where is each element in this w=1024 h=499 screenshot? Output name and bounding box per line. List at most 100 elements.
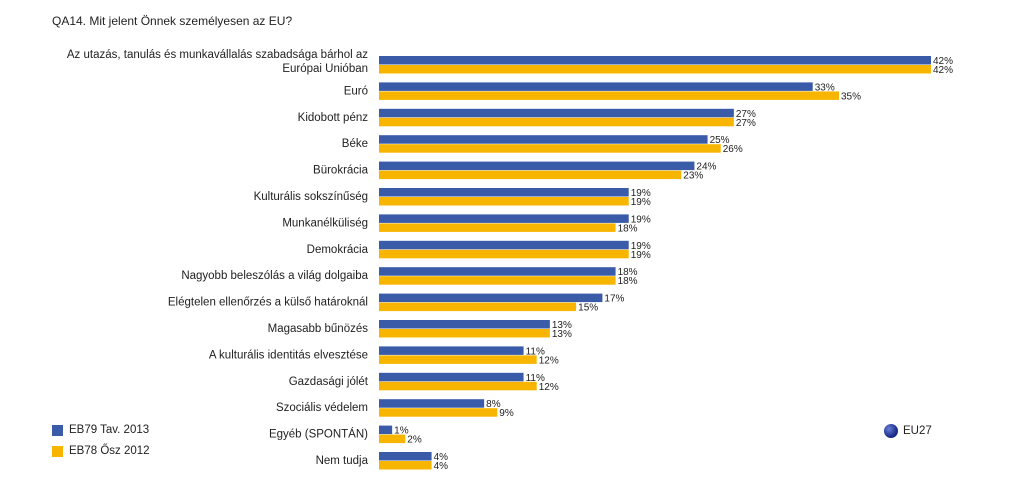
bar-series1 bbox=[379, 82, 813, 91]
category-label: Euró bbox=[344, 85, 368, 97]
bar-series1 bbox=[379, 108, 734, 118]
bar-series2 bbox=[379, 170, 682, 180]
bar-value-label: 25% bbox=[710, 135, 730, 146]
bar-value-label: 17% bbox=[604, 294, 624, 305]
bar-value-label: 33% bbox=[815, 82, 835, 93]
category-label-line: Munkanélküliség bbox=[282, 217, 368, 229]
bar-value-label: 9% bbox=[499, 408, 514, 419]
bar-value-label: 26% bbox=[723, 144, 743, 155]
category-label-line: Gazdasági jólét bbox=[289, 376, 369, 388]
bar-series2 bbox=[379, 223, 616, 232]
bar-value-label: 2% bbox=[407, 435, 422, 446]
bar-series1 bbox=[379, 372, 524, 382]
category-label: Az utazás, tanulás és munkavállalás szab… bbox=[67, 49, 368, 75]
category-label: A kulturális identitás elvesztése bbox=[209, 349, 368, 361]
bar-series2 bbox=[379, 276, 616, 285]
bar-value-label: 19% bbox=[631, 197, 651, 208]
bar-series1 bbox=[379, 188, 629, 197]
category-label-line: Magasabb bűnözés bbox=[268, 323, 369, 335]
category-label-line: Az utazás, tanulás és munkavállalás szab… bbox=[67, 49, 368, 61]
bar-series2 bbox=[379, 91, 839, 100]
bar-series1 bbox=[379, 346, 524, 355]
bar-series1 bbox=[379, 56, 931, 65]
bar-value-label: 13% bbox=[552, 329, 572, 340]
bar-series2 bbox=[379, 144, 721, 153]
bar-value-label: 42% bbox=[933, 56, 953, 67]
bar-value-label: 18% bbox=[618, 223, 638, 234]
category-label: Munkanélküliség bbox=[282, 217, 368, 229]
category-label: Gazdasági jólét bbox=[289, 376, 369, 388]
bar-series2 bbox=[379, 65, 931, 74]
bar-value-label: 18% bbox=[618, 276, 638, 287]
category-label-line: Elégtelen ellenőrzés a külső határoknál bbox=[168, 297, 368, 309]
bar-value-label: 19% bbox=[631, 188, 651, 199]
bar-value-label: 27% bbox=[736, 118, 756, 129]
bar-value-label: 24% bbox=[696, 162, 716, 173]
category-label: Bürokrácia bbox=[313, 165, 369, 177]
bar-series2 bbox=[379, 329, 550, 338]
bar-series2 bbox=[379, 381, 537, 391]
bar-series1 bbox=[379, 425, 393, 435]
bar-value-label: 19% bbox=[631, 250, 651, 261]
bar-series2 bbox=[379, 461, 432, 470]
legend-region-label: EU27 bbox=[903, 425, 932, 437]
bar-value-label: 23% bbox=[683, 171, 703, 182]
legend-item-series2: EB78 Ősz 2012 bbox=[52, 445, 150, 457]
category-label-line: Béke bbox=[342, 138, 368, 150]
bar-value-label: 18% bbox=[618, 267, 638, 278]
category-label-line: Euró bbox=[344, 85, 368, 97]
legend-region: EU27 bbox=[884, 424, 932, 438]
bar-series1 bbox=[379, 399, 485, 408]
bar-series2 bbox=[379, 408, 498, 417]
bar-series1 bbox=[379, 135, 708, 144]
bar-value-label: 4% bbox=[434, 461, 449, 472]
category-label: Egyéb (SPONTÁN) bbox=[269, 428, 368, 441]
legend-label-series2: EB78 Ősz 2012 bbox=[69, 445, 150, 457]
bar-series1 bbox=[379, 267, 616, 276]
bar-value-label: 11% bbox=[526, 346, 545, 357]
bar-value-label: 19% bbox=[631, 241, 651, 252]
category-label-line: Szociális védelem bbox=[276, 402, 368, 414]
bar-value-label: 13% bbox=[552, 320, 572, 331]
legend-label-series1: EB79 Tav. 2013 bbox=[69, 424, 150, 436]
category-label: Kulturális sokszínűség bbox=[254, 191, 368, 203]
bar-series2 bbox=[379, 302, 577, 312]
bar-series2 bbox=[379, 117, 734, 127]
bar-series1 bbox=[379, 293, 603, 303]
legend-swatch-series2 bbox=[52, 445, 63, 457]
bar-series1 bbox=[379, 452, 432, 461]
category-label: Béke bbox=[342, 138, 368, 150]
bar-value-label: 19% bbox=[631, 214, 651, 225]
bar-value-label: 4% bbox=[434, 452, 449, 463]
bar-series2 bbox=[379, 434, 406, 444]
eu-globe-icon bbox=[884, 424, 898, 438]
legend-item-series1: EB79 Tav. 2013 bbox=[52, 424, 149, 436]
bar-value-label: 12% bbox=[539, 382, 559, 393]
bar-value-label: 11% bbox=[526, 373, 545, 384]
category-label-line: Nagyobb beleszólás a világ dolgaiba bbox=[181, 270, 368, 282]
category-label: Nem tudja bbox=[316, 455, 369, 467]
category-label-line: Demokrácia bbox=[307, 244, 369, 256]
category-label: Magasabb bűnözés bbox=[268, 323, 369, 335]
legend-swatch-series1 bbox=[52, 424, 63, 436]
bar-value-label: 12% bbox=[539, 355, 559, 366]
bar-value-label: 15% bbox=[578, 303, 598, 314]
category-label: Elégtelen ellenőrzés a külső határoknál bbox=[168, 297, 368, 309]
category-label-line: Kulturális sokszínűség bbox=[254, 191, 368, 203]
category-label: Kidobott pénz bbox=[298, 112, 369, 124]
bar-value-label: 42% bbox=[933, 65, 953, 76]
bar-series1 bbox=[379, 320, 550, 329]
category-label-line: Kidobott pénz bbox=[298, 112, 369, 124]
bar-value-label: 1% bbox=[394, 426, 409, 437]
page-title: QA14. Mit jelent Önnek személyesen az EU… bbox=[52, 14, 293, 28]
category-label-line: Nem tudja bbox=[316, 455, 369, 467]
category-label: Demokrácia bbox=[307, 244, 369, 256]
category-label-line: Egyéb (SPONTÁN) bbox=[269, 428, 368, 441]
category-label-line: A kulturális identitás elvesztése bbox=[209, 349, 368, 361]
bar-value-label: 35% bbox=[841, 91, 861, 102]
category-label: Nagyobb beleszólás a világ dolgaiba bbox=[181, 270, 368, 282]
category-label-line: Bürokrácia bbox=[313, 165, 369, 177]
category-label-line: Európai Unióban bbox=[282, 63, 368, 75]
bar-series1 bbox=[379, 214, 629, 223]
